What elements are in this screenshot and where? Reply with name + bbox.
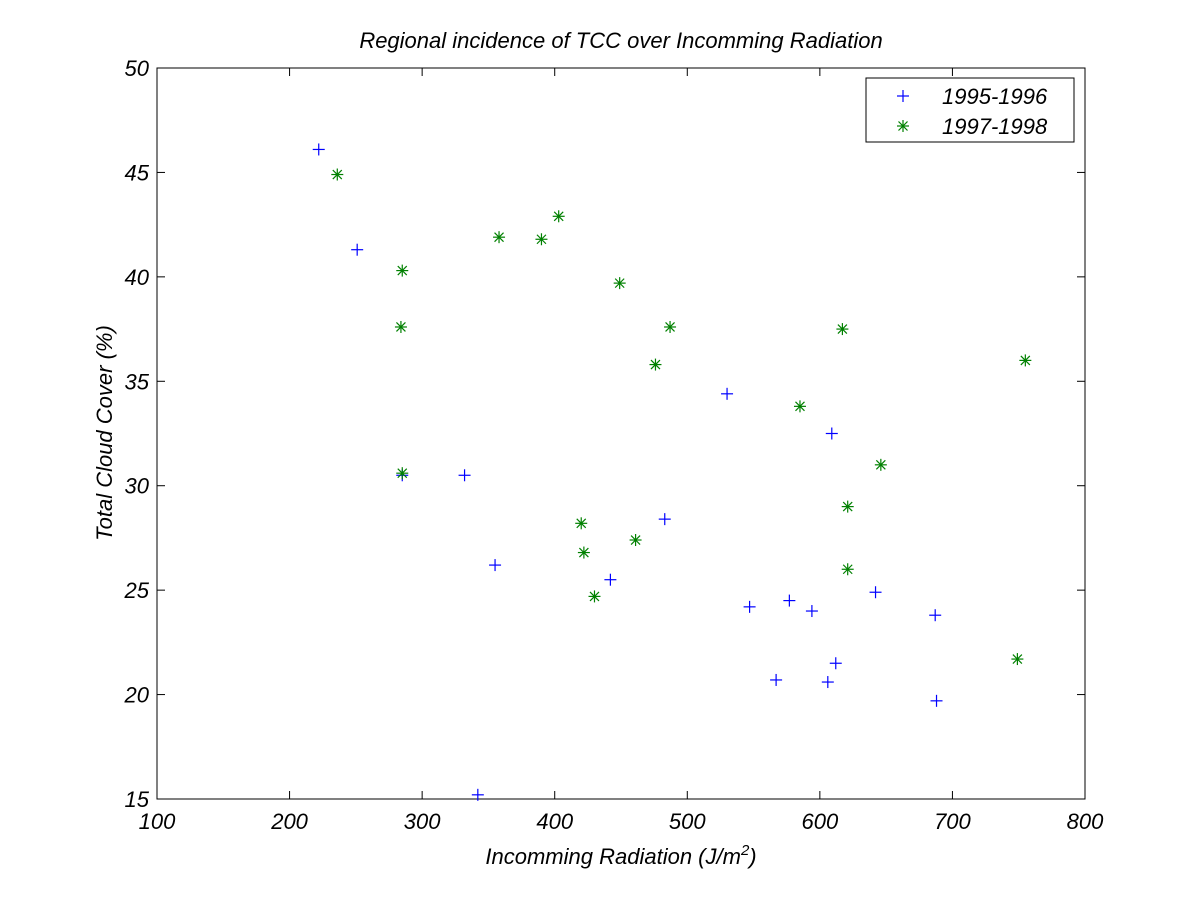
x-tick-label: 200 xyxy=(270,809,308,834)
data-point-series-2 xyxy=(836,323,849,336)
data-point-series-2 xyxy=(649,358,662,371)
data-point-series-1 xyxy=(930,694,943,707)
data-point-series-2 xyxy=(588,590,601,603)
data-point-series-1 xyxy=(351,243,364,256)
legend-box xyxy=(865,77,1075,143)
data-point-series-2 xyxy=(577,546,590,559)
x-axis-ticks: 100 200 300 400 500 600 700 800 xyxy=(139,68,1104,834)
data-point-series-1 xyxy=(312,143,325,156)
data-point-series-1 xyxy=(458,469,471,482)
data-point-series-1 xyxy=(783,594,796,607)
data-point-series-2 xyxy=(396,264,409,277)
y-axis-ticks: 15 20 25 30 35 40 45 50 xyxy=(124,56,1085,812)
x-tick-label: 800 xyxy=(1067,809,1104,834)
chart-title: Regional incidence of TCC over Incomming… xyxy=(359,28,882,53)
data-point-series-1 xyxy=(825,427,838,440)
x-tick-label: 400 xyxy=(536,809,573,834)
x-tick-label: 500 xyxy=(669,809,706,834)
data-points xyxy=(312,143,1032,801)
data-point-series-2 xyxy=(664,320,677,333)
y-tick-label: 40 xyxy=(125,265,150,290)
x-tick-label: 300 xyxy=(404,809,441,834)
data-point-series-2 xyxy=(535,233,548,246)
data-point-series-1 xyxy=(604,573,617,586)
y-tick-label: 30 xyxy=(125,474,150,499)
data-point-series-2 xyxy=(629,534,642,547)
data-point-series-2 xyxy=(331,168,344,181)
legend-marker-1997-1998 xyxy=(897,120,909,132)
y-tick-label: 20 xyxy=(124,683,150,708)
data-point-series-1 xyxy=(829,657,842,670)
data-point-series-1 xyxy=(869,586,882,599)
data-point-series-2 xyxy=(1019,354,1032,367)
data-point-series-2 xyxy=(493,231,506,244)
data-point-series-2 xyxy=(793,400,806,413)
y-tick-label: 35 xyxy=(125,369,150,394)
data-point-series-1 xyxy=(821,676,834,689)
legend: 1995-1996 1997-1998 xyxy=(865,77,1075,143)
data-point-series-1 xyxy=(489,559,502,572)
x-tick-label: 600 xyxy=(801,809,838,834)
x-axis-title-suffix: ) xyxy=(746,844,756,869)
data-point-series-1 xyxy=(770,673,783,686)
x-axis-title: Incomming Radiation (J/m2) xyxy=(485,842,756,869)
legend-marker-1995-1996 xyxy=(897,90,909,102)
data-point-series-1 xyxy=(721,387,734,400)
x-axis-title-superscript: 2 xyxy=(740,842,750,859)
y-axis-title: Total Cloud Cover (%) xyxy=(92,325,117,541)
plot-area xyxy=(156,67,1086,800)
x-tick-label: 700 xyxy=(934,809,971,834)
data-point-series-2 xyxy=(575,517,588,530)
data-point-series-2 xyxy=(841,500,854,513)
data-point-series-1 xyxy=(471,788,484,801)
data-point-series-2 xyxy=(552,210,565,223)
data-point-series-1 xyxy=(929,609,942,622)
data-point-series-2 xyxy=(841,563,854,576)
data-point-series-2 xyxy=(396,467,409,480)
data-point-series-1 xyxy=(658,513,671,526)
x-tick-label: 100 xyxy=(139,809,176,834)
y-tick-label: 45 xyxy=(125,160,150,185)
legend-label-1997-1998: 1997-1998 xyxy=(942,114,1048,139)
data-point-series-2 xyxy=(874,458,887,471)
y-tick-label: 50 xyxy=(125,56,150,81)
data-point-series-2 xyxy=(613,277,626,290)
data-point-series-2 xyxy=(1011,653,1024,666)
data-point-series-1 xyxy=(743,600,756,613)
y-tick-label: 25 xyxy=(124,578,150,603)
x-axis-title-text: Incomming Radiation (J/m xyxy=(485,844,741,869)
legend-label-1995-1996: 1995-1996 xyxy=(942,84,1048,109)
data-point-series-1 xyxy=(805,605,818,618)
data-point-series-2 xyxy=(394,320,407,333)
y-tick-label: 15 xyxy=(125,787,150,812)
